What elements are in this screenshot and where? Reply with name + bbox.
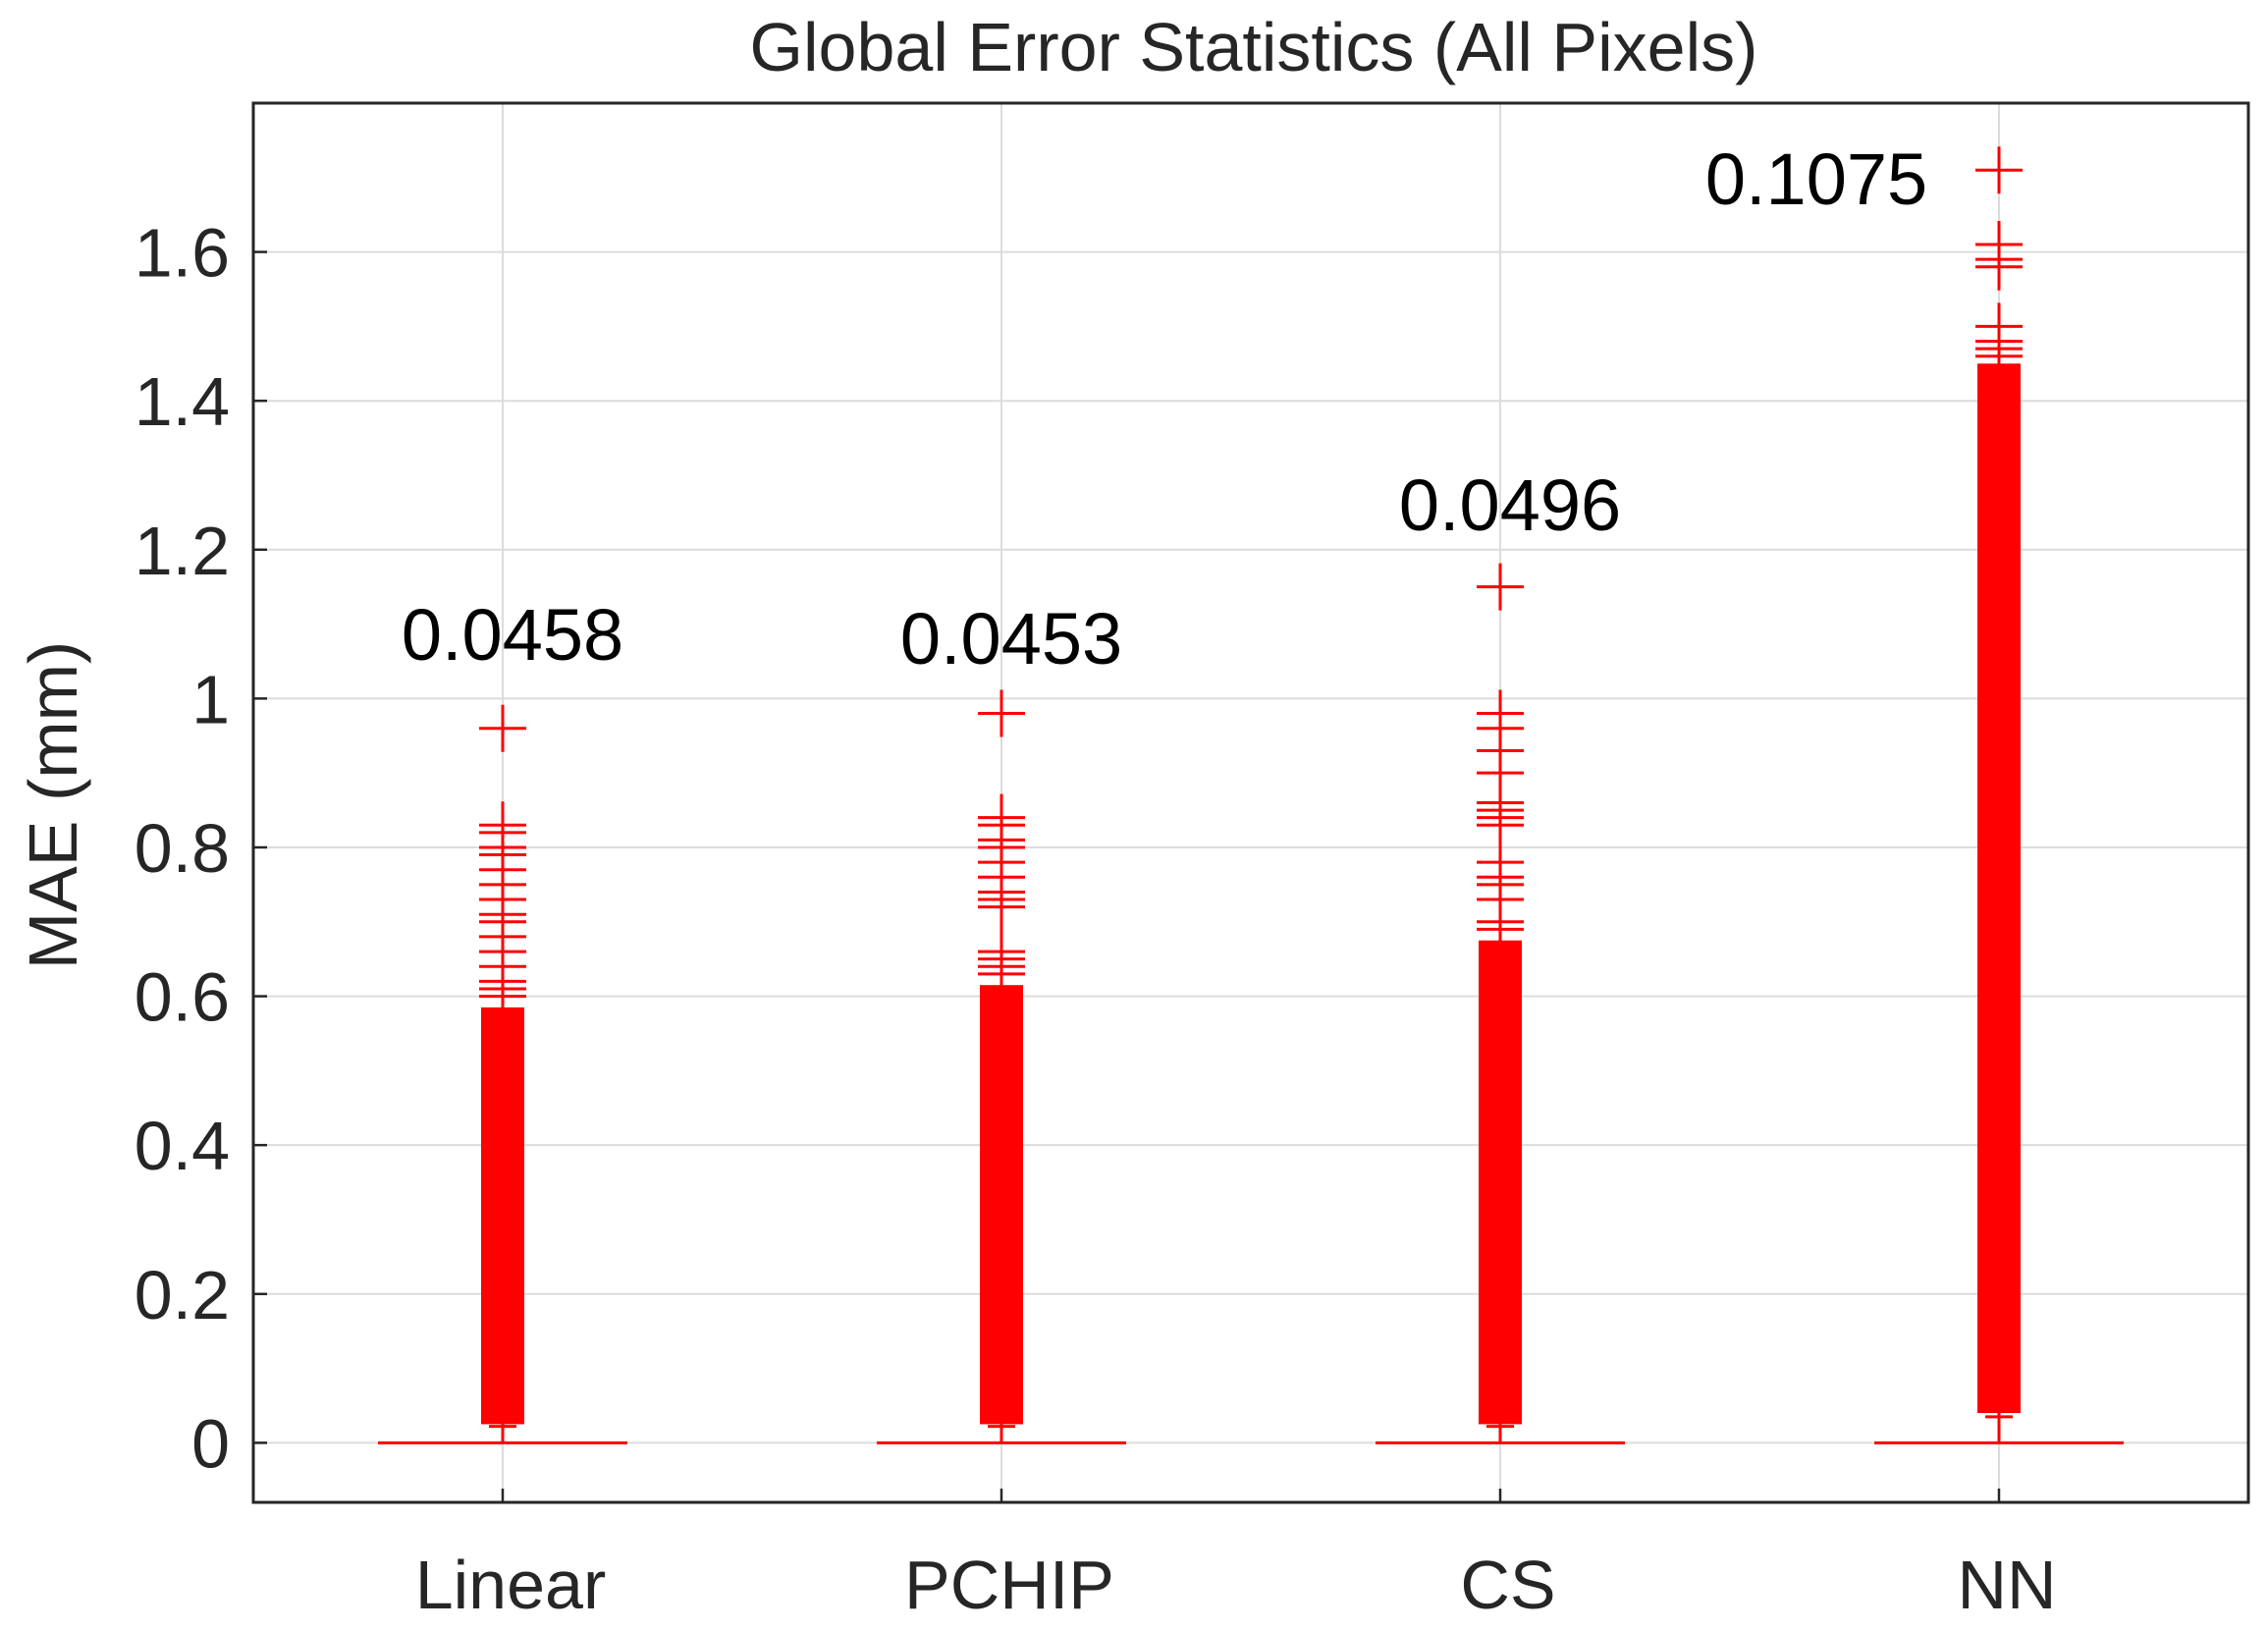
value-annotation: 0.1075 xyxy=(1705,138,1927,220)
x-tick-label: NN xyxy=(1957,1547,2056,1623)
box-series xyxy=(378,146,2124,1444)
outlier-marker xyxy=(978,793,1025,842)
y-tick-label: 0.4 xyxy=(135,1108,230,1184)
x-tick-label: Linear xyxy=(415,1547,607,1623)
y-tick-label: 1.6 xyxy=(135,215,230,292)
box-nn xyxy=(1874,146,2124,1444)
y-tick-label: 0.8 xyxy=(135,810,230,887)
outlier-marker xyxy=(1477,563,1524,611)
box-linear xyxy=(378,704,627,1444)
outlier-marker xyxy=(1975,146,2023,194)
annotations: 0.0458 0.0453 0.0496 0.1075 xyxy=(402,138,1927,680)
outlier-marker xyxy=(479,801,526,849)
value-annotation: 0.0458 xyxy=(402,594,623,676)
y-tick-label: 1.4 xyxy=(135,363,230,440)
box-cs xyxy=(1376,563,1625,1444)
outlier-marker xyxy=(1975,221,2023,269)
plot-area xyxy=(253,103,2248,1502)
axes-frame xyxy=(251,101,2250,1504)
box-pchip xyxy=(877,689,1126,1444)
y-tick-label: 1 xyxy=(191,661,230,737)
value-annotation: 0.0453 xyxy=(900,598,1122,680)
y-tick-label: 0.2 xyxy=(135,1257,230,1333)
x-tick-label: PCHIP xyxy=(904,1547,1114,1623)
outlier-marker xyxy=(978,928,1025,976)
axes: 0 0.2 0.4 0.6 0.8 1 1.2 1.4 1.6 Linear PCHIP CS NN xyxy=(135,101,2250,1623)
chart-title: Global Error Statistics (All Pixels) xyxy=(750,9,1758,85)
outlier-marker xyxy=(1477,689,1524,737)
value-annotation: 0.0496 xyxy=(1399,464,1621,546)
outlier-marker xyxy=(1975,302,2023,351)
y-axis-label: MAE (mm) xyxy=(15,641,91,969)
outlier-marker xyxy=(978,689,1025,737)
y-tick-label: 0.6 xyxy=(135,959,230,1036)
outlier-marker xyxy=(479,704,526,752)
y-tick-label: 0 xyxy=(191,1405,230,1482)
x-tick-label: CS xyxy=(1460,1547,1555,1623)
y-tick-label: 1.2 xyxy=(135,513,230,589)
